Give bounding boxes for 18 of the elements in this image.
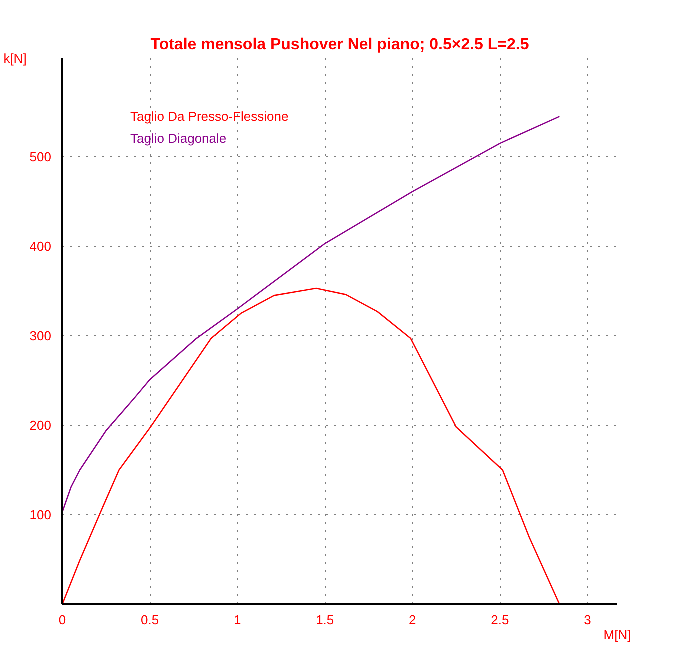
x-tick-label: 2 [409, 612, 416, 628]
y-tick-label: 500 [30, 149, 52, 164]
y-tick-label: 200 [30, 418, 52, 433]
line-series [62, 288, 560, 604]
text: Taglio Da Presso-Flessione [130, 109, 289, 124]
y-axis-title: k[N] [4, 51, 27, 66]
y-tick-label: 100 [30, 507, 52, 522]
x-tick-label: 0.5 [141, 612, 160, 628]
x-tick-label: 3 [584, 612, 592, 628]
x-tick-label: 2.5 [491, 612, 510, 628]
y-tick-label: 400 [30, 238, 52, 254]
x-tick-label: 1.5 [316, 612, 334, 628]
x-axis-title: M[N] [604, 628, 632, 642]
text: Taglio Diagonale [130, 131, 227, 146]
y-tick-label: 300 [30, 328, 52, 344]
chart-title: Totale mensola Pushover Nel piano; 0.5×2.5 L=2.5 [150, 36, 530, 54]
x-tick-label: 1 [234, 612, 242, 628]
x-tick-label: 0 [58, 612, 66, 628]
